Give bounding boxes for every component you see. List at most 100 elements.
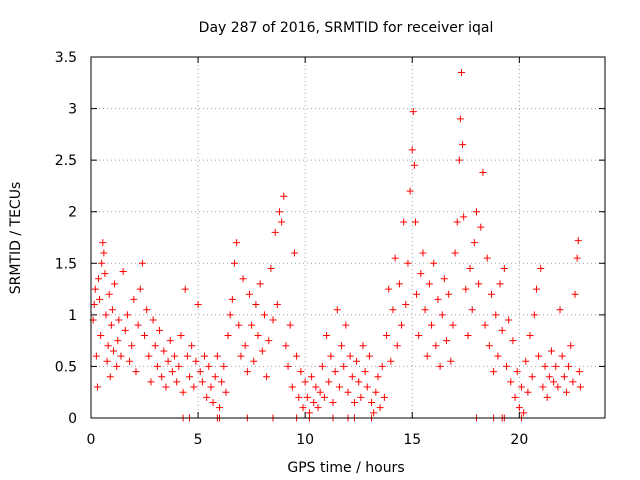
data-point: [293, 352, 301, 360]
plot-frame: [90, 56, 606, 419]
data-point: [141, 331, 149, 339]
data-point: [517, 383, 525, 391]
data-point: [207, 383, 215, 391]
data-point: [158, 373, 166, 381]
data-point: [192, 357, 200, 365]
data-point: [449, 321, 457, 329]
data-point: [98, 259, 106, 267]
data-point: [434, 295, 442, 303]
data-point: [380, 393, 388, 401]
data-point: [560, 373, 568, 381]
data-point: [406, 187, 414, 195]
y-tick-label: 0: [68, 411, 77, 427]
data-point: [104, 342, 112, 350]
data-point: [162, 383, 170, 391]
data-point: [500, 264, 508, 272]
data-point: [188, 342, 196, 350]
data-point: [230, 259, 238, 267]
data-point: [335, 383, 343, 391]
data-point: [136, 285, 144, 293]
y-tick-label: 1: [68, 308, 77, 324]
data-point: [91, 285, 99, 293]
data-point: [363, 383, 371, 391]
data-point: [271, 228, 279, 236]
data-point: [143, 306, 151, 314]
data-point: [376, 404, 384, 412]
data-point: [316, 388, 324, 396]
data-point: [151, 342, 159, 350]
data-point: [99, 239, 107, 247]
data-point: [220, 362, 228, 370]
y-axis-label: SRMTID / TECUs: [8, 182, 24, 295]
data-point: [101, 270, 109, 278]
tick-marks: [90, 56, 605, 419]
data-point: [421, 306, 429, 314]
data-point: [190, 383, 198, 391]
grid-lines: [91, 57, 605, 418]
data-point: [153, 362, 161, 370]
data-point: [479, 169, 487, 177]
data-point: [477, 223, 485, 231]
data-point: [201, 352, 209, 360]
data-point: [318, 362, 326, 370]
data-point: [430, 259, 438, 267]
y-tick-label: 0.5: [55, 359, 77, 375]
y-tick-label: 2.5: [55, 153, 77, 169]
data-point: [235, 321, 243, 329]
data-point: [171, 352, 179, 360]
data-point: [128, 342, 136, 350]
data-point: [485, 342, 493, 350]
data-point: [100, 249, 108, 257]
data-point: [284, 362, 292, 370]
data-point: [445, 290, 453, 298]
data-point: [404, 259, 412, 267]
data-point: [526, 331, 534, 339]
data-point: [147, 378, 155, 386]
data-point: [530, 311, 538, 319]
data-point: [458, 68, 466, 76]
data-point: [205, 362, 213, 370]
data-point: [222, 388, 230, 396]
data-point: [275, 208, 283, 216]
data-point: [515, 404, 523, 412]
data-point: [310, 399, 318, 407]
data-point: [119, 268, 127, 276]
data-point: [342, 321, 350, 329]
data-point: [552, 362, 560, 370]
data-point: [295, 393, 303, 401]
data-point: [483, 254, 491, 262]
data-point: [498, 326, 506, 334]
data-point: [288, 383, 296, 391]
data-point: [571, 290, 579, 298]
data-point: [456, 115, 464, 123]
data-point: [280, 192, 288, 200]
data-point: [344, 388, 352, 396]
data-point: [134, 321, 142, 329]
data-point: [218, 378, 226, 386]
data-point: [554, 383, 562, 391]
data-point: [475, 280, 483, 288]
data-point: [254, 331, 262, 339]
data-point: [245, 290, 253, 298]
x-tick-label: 20: [510, 432, 528, 448]
x-axis-label: GPS time / hours: [287, 460, 404, 476]
data-point: [368, 399, 376, 407]
data-point: [511, 393, 519, 401]
data-point: [111, 280, 119, 288]
data-point: [166, 337, 174, 345]
data-point: [105, 290, 113, 298]
data-point: [350, 399, 358, 407]
data-point: [455, 156, 463, 164]
data-point: [173, 378, 181, 386]
data-point: [138, 259, 146, 267]
data-point: [524, 388, 532, 396]
data-point: [121, 326, 129, 334]
data-point: [198, 378, 206, 386]
data-point: [224, 331, 232, 339]
x-tick-label: 5: [194, 432, 203, 448]
data-point: [241, 342, 249, 350]
data-point: [175, 362, 183, 370]
data-point: [97, 331, 105, 339]
data-point: [481, 321, 489, 329]
y-tick-label: 3.5: [55, 50, 77, 66]
